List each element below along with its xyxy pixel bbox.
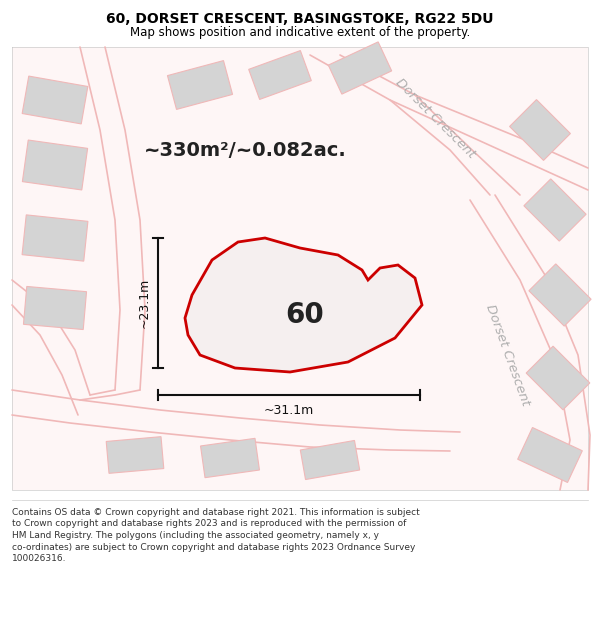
- Text: HM Land Registry. The polygons (including the associated geometry, namely x, y: HM Land Registry. The polygons (includin…: [12, 531, 379, 540]
- Polygon shape: [200, 438, 259, 478]
- Text: 60, DORSET CRESCENT, BASINGSTOKE, RG22 5DU: 60, DORSET CRESCENT, BASINGSTOKE, RG22 5…: [106, 12, 494, 26]
- Polygon shape: [12, 47, 588, 490]
- Polygon shape: [22, 76, 88, 124]
- Polygon shape: [526, 346, 590, 410]
- Text: Dorset Crescent: Dorset Crescent: [484, 302, 532, 408]
- Text: Contains OS data © Crown copyright and database right 2021. This information is : Contains OS data © Crown copyright and d…: [12, 508, 420, 517]
- Text: ~330m²/~0.082ac.: ~330m²/~0.082ac.: [143, 141, 346, 159]
- Polygon shape: [167, 61, 233, 109]
- Polygon shape: [524, 179, 586, 241]
- Text: Map shows position and indicative extent of the property.: Map shows position and indicative extent…: [130, 26, 470, 39]
- Text: Dorset Crescent: Dorset Crescent: [392, 76, 478, 161]
- Polygon shape: [529, 264, 591, 326]
- Text: ~23.1m: ~23.1m: [137, 278, 151, 328]
- Polygon shape: [509, 99, 571, 161]
- Text: to Crown copyright and database rights 2023 and is reproduced with the permissio: to Crown copyright and database rights 2…: [12, 519, 406, 529]
- Polygon shape: [22, 215, 88, 261]
- Text: co-ordinates) are subject to Crown copyright and database rights 2023 Ordnance S: co-ordinates) are subject to Crown copyr…: [12, 542, 415, 551]
- Text: 100026316.: 100026316.: [12, 554, 67, 563]
- Polygon shape: [106, 437, 164, 473]
- Polygon shape: [23, 286, 86, 329]
- Polygon shape: [248, 51, 311, 99]
- Text: ~31.1m: ~31.1m: [264, 404, 314, 418]
- Polygon shape: [185, 238, 422, 372]
- Polygon shape: [518, 428, 583, 483]
- Text: 60: 60: [286, 301, 325, 329]
- Polygon shape: [301, 441, 359, 479]
- Polygon shape: [22, 140, 88, 190]
- Polygon shape: [328, 42, 392, 94]
